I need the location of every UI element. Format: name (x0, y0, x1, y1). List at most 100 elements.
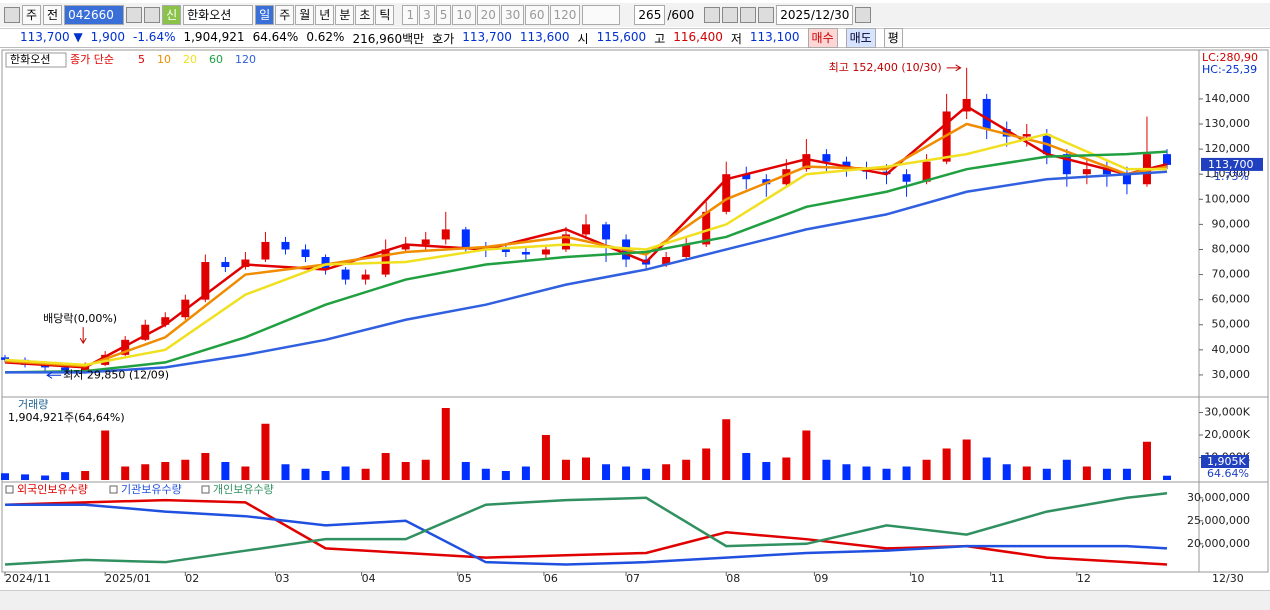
count-button[interactable]: 60 (525, 5, 549, 25)
frame (1, 49, 1269, 573)
y-tick-label: 20,000K (1204, 428, 1250, 441)
period-button[interactable]: 월 (295, 5, 315, 25)
calendar-icon[interactable] (855, 7, 872, 23)
tool-icon[interactable] (704, 7, 721, 23)
candle-body (161, 317, 170, 325)
settings-icon[interactable] (758, 7, 775, 23)
volume-bar (662, 464, 671, 480)
candle-body (682, 244, 691, 257)
volume-bar (1122, 468, 1131, 480)
volume-bar (201, 453, 210, 480)
period-button[interactable]: 주 (275, 5, 295, 25)
candle-body (421, 239, 430, 245)
volume-bar (481, 468, 490, 480)
quote-item: 113,100 (749, 29, 800, 44)
x-tick-label: 04 (362, 572, 376, 585)
volume-bar (121, 466, 130, 480)
code-input[interactable]: 042660 (64, 5, 125, 25)
y-tick-label: 120,000 (1205, 142, 1251, 155)
y-tick-label: 20,000,000 (1187, 537, 1250, 550)
buy-button[interactable]: 매수 (807, 28, 838, 48)
quote-bar: 113,700 ▼ 1,900 -1.64% 1,904,921 64.64% 0.62%… (0, 28, 1270, 48)
x-tick-label: 2024/11 (5, 572, 51, 585)
count-button[interactable]: 30 (500, 5, 525, 25)
candle-body (441, 229, 450, 240)
scrollbar[interactable] (0, 590, 1270, 610)
mode[interactable]: 전 (43, 5, 63, 25)
current-volume: 1,905K (1207, 455, 1246, 468)
volume-bar (441, 408, 450, 480)
count-button[interactable]: 5 (435, 5, 452, 25)
volume-bar (1022, 466, 1031, 480)
candle-body (81, 364, 90, 373)
candle-body (922, 161, 931, 182)
annotation: 최고 152,400 (10/30) (829, 61, 942, 74)
shown-count[interactable]: 265 (634, 5, 666, 25)
candle-body (241, 259, 250, 268)
volume-bar (762, 462, 771, 480)
volume-bar (41, 475, 50, 480)
volume-bar (461, 462, 470, 480)
volume-bar (982, 457, 991, 480)
legend-entry: 60 (209, 53, 223, 66)
holding-line (5, 503, 1168, 566)
legend-entry: 10 (157, 53, 171, 66)
count-button[interactable]: 20 (476, 5, 500, 25)
volume-bar (602, 464, 611, 480)
ma-label: 종가 단순 (70, 53, 114, 66)
tool-icon[interactable] (722, 7, 739, 23)
volume-bar (161, 462, 170, 480)
candle-body (782, 169, 791, 185)
volume-bar (261, 423, 270, 480)
quote-item: 113,700 ▼ (20, 29, 83, 44)
save-icon[interactable] (740, 7, 757, 23)
period-type[interactable]: 주 (22, 5, 42, 25)
volume-bar (401, 462, 410, 480)
quote-item: 64.64% (252, 29, 299, 44)
annotation: 최저 29,850 (12/09) (63, 368, 169, 381)
icon[interactable] (4, 7, 20, 23)
candle-body (301, 249, 310, 257)
candle-body (802, 154, 811, 170)
dropdown[interactable] (582, 5, 621, 25)
legend-swatch (5, 485, 14, 494)
period-button[interactable]: 년 (315, 5, 335, 25)
quote-item: 1,904,921 (183, 29, 245, 44)
period-button[interactable]: 일 (255, 5, 275, 25)
volume-bar (21, 474, 30, 480)
volume-bar (1062, 459, 1071, 480)
date[interactable]: 2025/12/30 (776, 5, 854, 25)
volume-bar (1, 473, 9, 480)
current-change: -1.73% (1210, 170, 1249, 183)
candle-body (61, 367, 70, 373)
period-button[interactable]: 틱 (375, 5, 395, 25)
x-tick-label: 07 (626, 572, 640, 585)
count-button[interactable]: 10 (452, 5, 476, 25)
x-tick-label: 12 (1077, 572, 1091, 585)
search-icon[interactable] (126, 7, 143, 23)
candle-body (902, 174, 911, 182)
lc-label: LC:280,90 (1202, 51, 1258, 64)
sell-button[interactable]: 매도 (845, 28, 876, 48)
avg-button[interactable]: 평 (883, 28, 903, 48)
legend-entry: 20 (183, 53, 197, 66)
sound-icon[interactable] (144, 7, 161, 23)
count-button[interactable]: 1 (402, 5, 419, 25)
quote-item: 216,960백만 (352, 31, 425, 46)
count-button[interactable]: 3 (419, 5, 435, 25)
counts: 1 3 5 10 20 30 60 120 (402, 5, 581, 25)
volume-bar (722, 419, 731, 480)
holding-line (4, 491, 1168, 566)
candle-body (1, 357, 9, 360)
volume-bar (1102, 468, 1111, 480)
holding-line (4, 498, 1168, 566)
volume-bar (862, 466, 871, 480)
period-button[interactable]: 초 (355, 5, 375, 25)
count-button[interactable]: 120 (549, 5, 581, 25)
quote-item: 115,600 (596, 29, 647, 44)
candle-body (1022, 134, 1031, 137)
candle-body (982, 98, 991, 130)
period-button[interactable]: 분 (335, 5, 355, 25)
quote-item: 116,400 (673, 29, 723, 44)
